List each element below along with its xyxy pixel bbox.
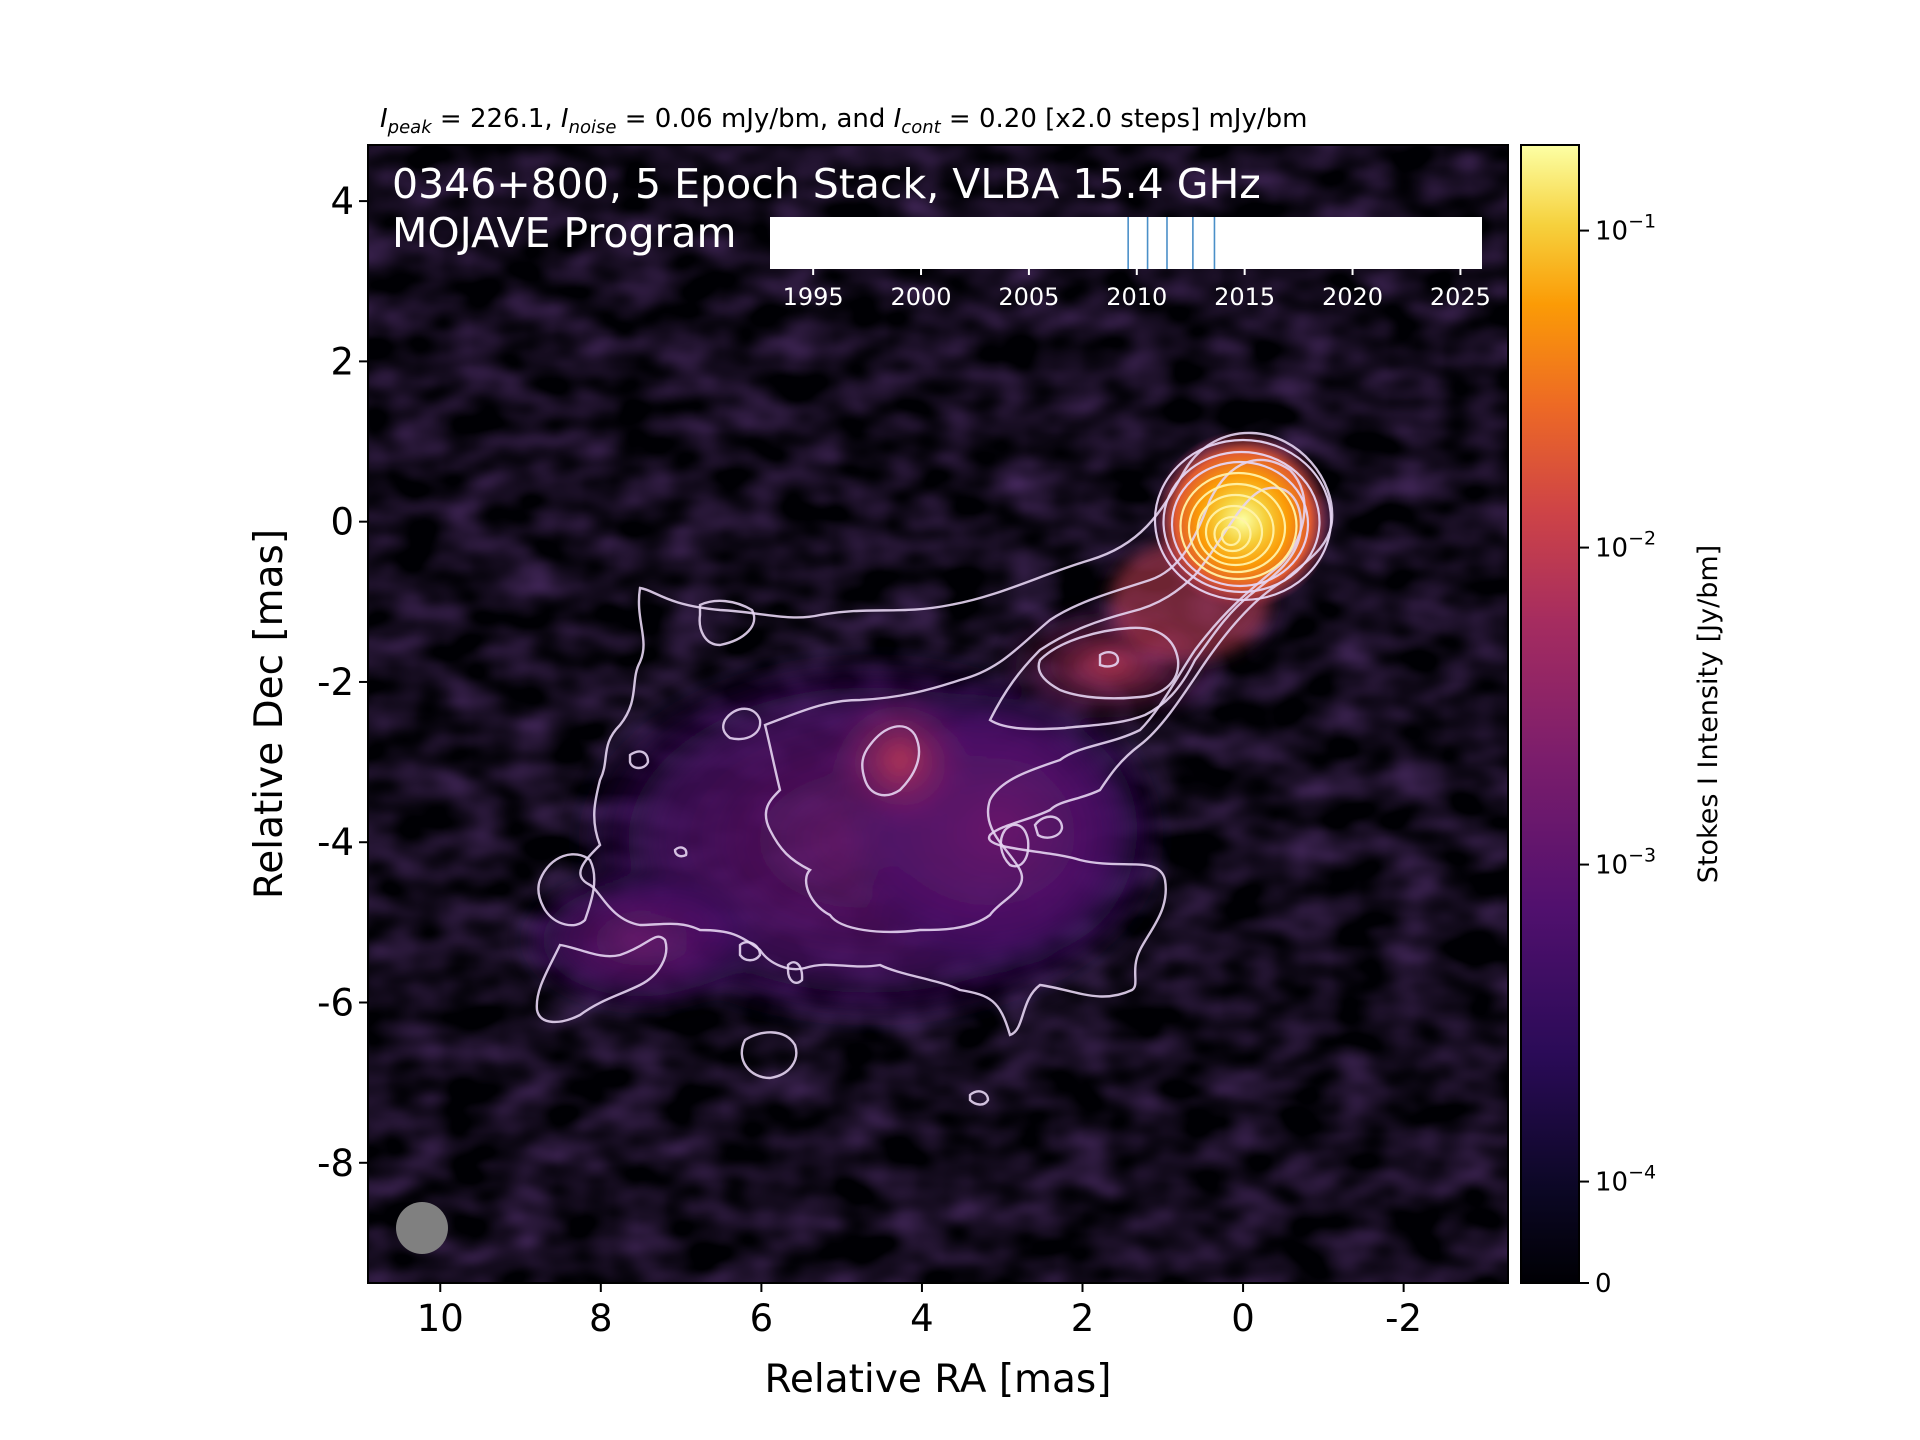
- timeline-tick-label: 1995: [783, 283, 844, 311]
- contour-line: [535, 935, 668, 1024]
- contour-line: [861, 725, 921, 797]
- timeline-tick-label: 2000: [890, 283, 951, 311]
- timeline-tick-label: 2005: [998, 283, 1059, 311]
- contour-line: [786, 961, 804, 984]
- contour-line: [738, 941, 762, 962]
- contour-line: [1098, 651, 1120, 668]
- x-axis-ticks: 10 8 6 4 2 0 -2: [417, 1283, 1422, 1340]
- colorbar-tick-label: 10−3: [1595, 845, 1656, 881]
- colorbar-tick-label: 10−1: [1595, 211, 1656, 247]
- timeline-tick-label: 2025: [1430, 283, 1491, 311]
- contour-line: [579, 431, 1334, 1037]
- x-tick-label: 0: [1231, 1297, 1255, 1340]
- timeline-box: [770, 217, 1482, 269]
- contour-line: [740, 1031, 798, 1080]
- colorbar-tick-label: 10−4: [1595, 1162, 1656, 1198]
- core-contour: [1220, 525, 1242, 547]
- core-contour: [1213, 515, 1252, 553]
- colorbar-gradient: [1520, 144, 1580, 1284]
- core-contour: [1196, 493, 1275, 567]
- core-contour: [1179, 471, 1298, 581]
- y-tick-label: 2: [330, 340, 354, 383]
- x-tick-label: 6: [750, 1297, 774, 1340]
- timeline-tick-label: 2010: [1106, 283, 1167, 311]
- x-tick-label: 10: [417, 1297, 464, 1340]
- x-axis-label: Relative RA [mas]: [765, 1357, 1112, 1402]
- y-axis-label: Relative Dec [mas]: [247, 529, 292, 899]
- y-tick-label: -4: [317, 821, 354, 864]
- map-frame: [367, 144, 1509, 1284]
- y-tick-label: -6: [317, 982, 354, 1025]
- colorbar-label: Stokes I Intensity [Jy/bm]: [1693, 545, 1724, 883]
- core-contour: [1153, 438, 1333, 602]
- contour-line: [999, 823, 1030, 868]
- x-tick-label: 8: [589, 1297, 613, 1340]
- beam-ellipse: [396, 1202, 448, 1254]
- contours: [535, 431, 1334, 1106]
- core-contour: [1187, 482, 1287, 574]
- y-tick-label: 4: [330, 180, 354, 223]
- timeline-tick-label: 2015: [1214, 283, 1275, 311]
- program-title: MOJAVE Program: [392, 209, 736, 257]
- x-tick-label: -2: [1385, 1297, 1422, 1340]
- core-contour: [1204, 504, 1264, 560]
- core-contour: [1162, 450, 1321, 594]
- contour-line: [988, 486, 1303, 731]
- contour-line: [1037, 626, 1180, 700]
- contour-line: [537, 853, 596, 927]
- contour-line: [763, 458, 1306, 934]
- image-stats-header: Ipeak = 226.1, Inoise = 0.06 mJy/bm, and…: [380, 104, 1307, 138]
- core-contour: [1170, 460, 1310, 588]
- colorbar: 10−1 10−2 10−3 10−4 0 Stokes I Intensity [Jy…: [1520, 144, 1724, 1299]
- contour-line: [1033, 815, 1064, 839]
- contour-line: [721, 707, 762, 741]
- contour-line: [673, 846, 688, 858]
- intensity-map: [367, 144, 1509, 1284]
- contour-line: [628, 750, 650, 770]
- epoch-timeline: 1995 2000 2005 2010 2015 2020 2025: [770, 217, 1491, 311]
- y-tick-label: -8: [317, 1142, 354, 1185]
- y-axis-ticks: 4 2 0 -2 -4 -6 -8: [317, 180, 368, 1185]
- x-tick-label: 4: [910, 1297, 934, 1340]
- x-tick-label: 2: [1071, 1297, 1095, 1340]
- colorbar-tick-label: 0: [1595, 1269, 1612, 1299]
- source-title: 0346+800, 5 Epoch Stack, VLBA 15.4 GHz: [392, 160, 1261, 208]
- contour-line: [698, 599, 756, 647]
- timeline-tick-label: 2020: [1322, 283, 1383, 311]
- y-tick-label: -2: [317, 661, 354, 704]
- colorbar-tick-label: 10−2: [1595, 528, 1656, 564]
- y-tick-label: 0: [330, 501, 354, 544]
- contour-line: [968, 1090, 990, 1106]
